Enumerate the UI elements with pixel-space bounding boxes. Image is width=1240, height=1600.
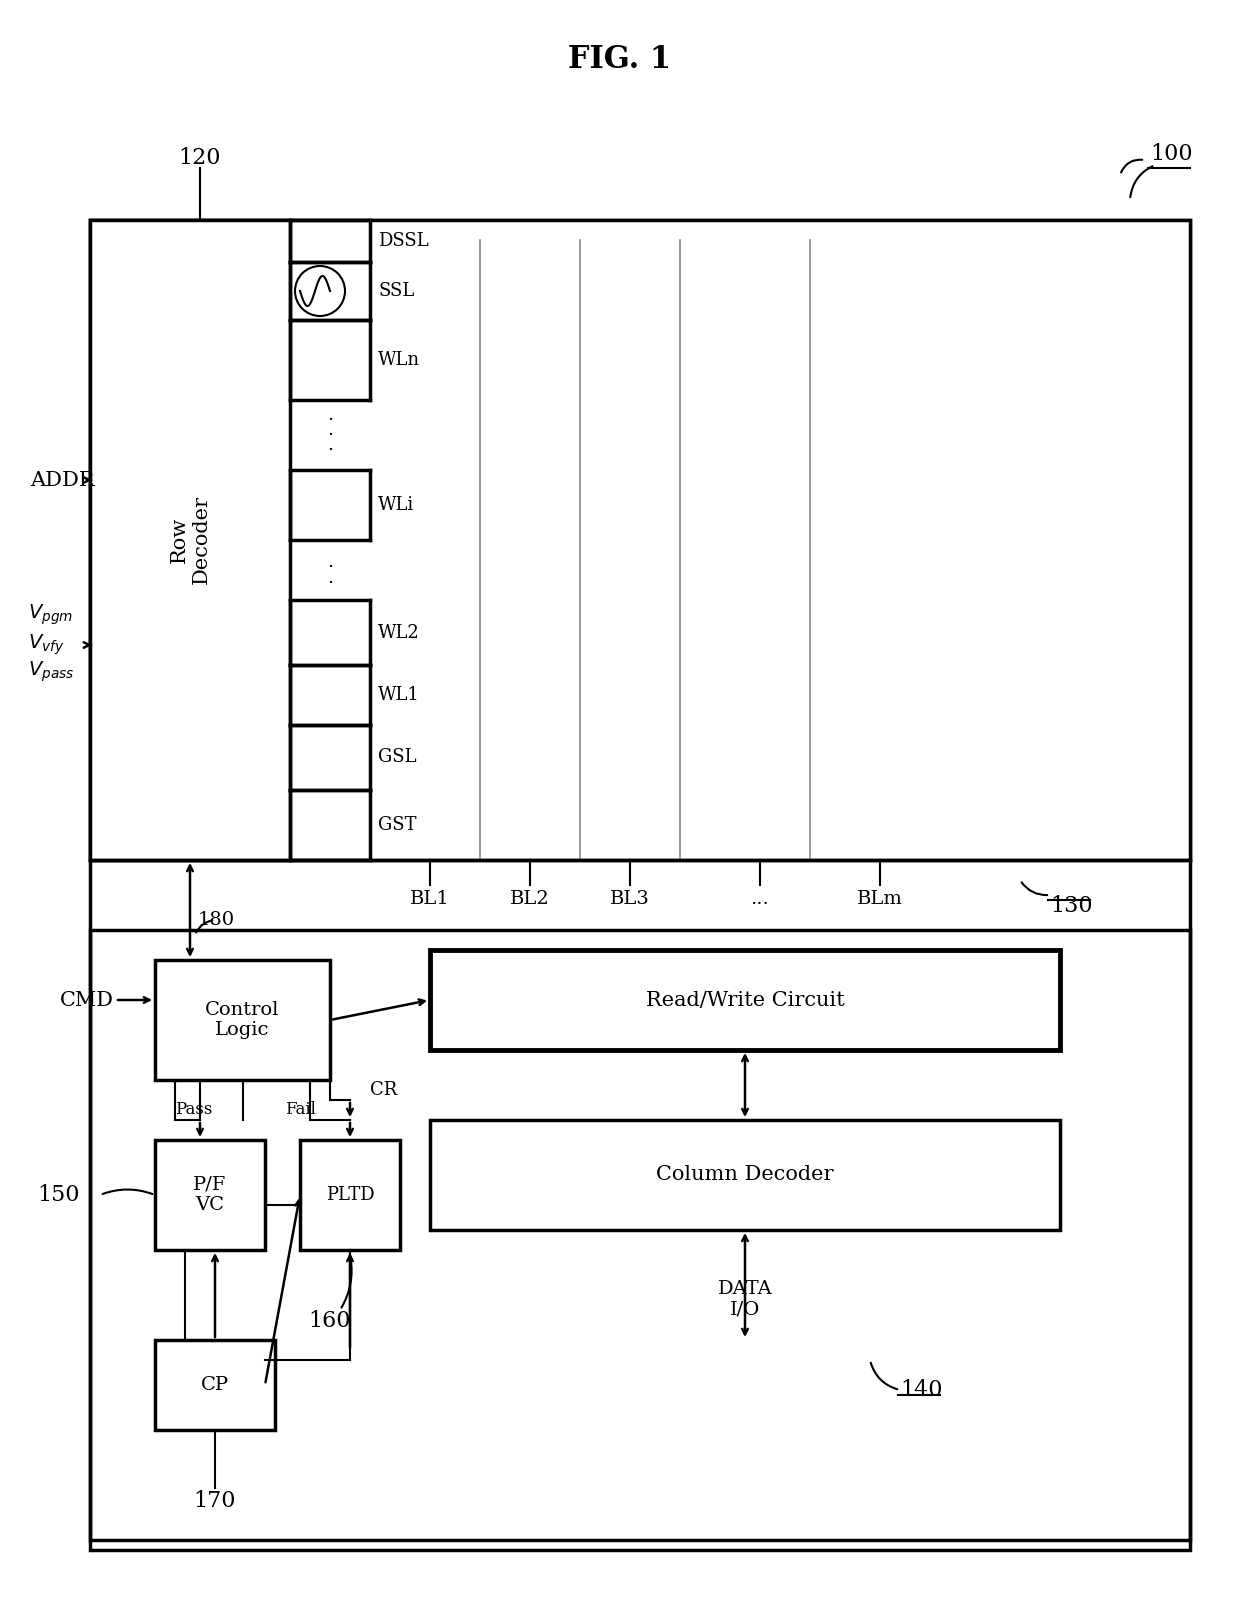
FancyBboxPatch shape (430, 950, 1060, 1050)
FancyBboxPatch shape (155, 1139, 265, 1250)
Text: 120: 120 (179, 147, 221, 170)
Text: GST: GST (378, 816, 417, 834)
Text: CR: CR (370, 1082, 397, 1099)
Text: GSL: GSL (378, 749, 417, 766)
Text: 130: 130 (1050, 894, 1092, 917)
Text: 150: 150 (37, 1184, 81, 1206)
FancyBboxPatch shape (430, 1120, 1060, 1230)
Text: 100: 100 (1149, 142, 1193, 165)
Text: PLTD: PLTD (326, 1186, 374, 1203)
Text: ·
·: · · (327, 558, 334, 592)
Text: 140: 140 (900, 1379, 942, 1402)
Text: WL1: WL1 (378, 686, 420, 704)
Text: FIG. 1: FIG. 1 (568, 45, 672, 75)
Text: $V_{vfy}$: $V_{vfy}$ (29, 632, 64, 658)
Text: SSL: SSL (378, 282, 414, 301)
FancyBboxPatch shape (155, 1341, 275, 1430)
Text: 160: 160 (309, 1310, 351, 1331)
Text: DATA
I/O: DATA I/O (718, 1280, 773, 1318)
Text: 170: 170 (193, 1490, 237, 1512)
Text: WLn: WLn (378, 350, 420, 370)
Text: WLi: WLi (378, 496, 414, 514)
Text: $V_{pgm}$: $V_{pgm}$ (29, 603, 73, 627)
FancyBboxPatch shape (91, 219, 290, 861)
Text: DSSL: DSSL (378, 232, 429, 250)
Text: 180: 180 (198, 910, 236, 930)
Text: ...: ... (750, 890, 769, 909)
Text: $V_{pass}$: $V_{pass}$ (29, 659, 74, 685)
FancyBboxPatch shape (91, 219, 1190, 861)
Text: P/F
VC: P/F VC (193, 1176, 227, 1214)
Text: CMD: CMD (60, 990, 114, 1010)
Text: Control
Logic: Control Logic (206, 1000, 280, 1040)
Text: ADDR: ADDR (30, 470, 94, 490)
FancyBboxPatch shape (300, 1139, 401, 1250)
Text: Read/Write Circuit: Read/Write Circuit (646, 990, 844, 1010)
Text: BL2: BL2 (510, 890, 549, 909)
Text: BL3: BL3 (610, 890, 650, 909)
FancyBboxPatch shape (155, 960, 330, 1080)
Text: Column Decoder: Column Decoder (656, 1165, 833, 1184)
Text: ·
·
·: · · · (327, 411, 334, 459)
Text: Row
Decoder: Row Decoder (170, 496, 211, 584)
Text: BLm: BLm (857, 890, 903, 909)
Text: Fail: Fail (285, 1101, 316, 1118)
Text: BL1: BL1 (410, 890, 450, 909)
Text: CP: CP (201, 1376, 229, 1394)
Text: Pass: Pass (175, 1101, 212, 1118)
Text: WL2: WL2 (378, 624, 420, 642)
